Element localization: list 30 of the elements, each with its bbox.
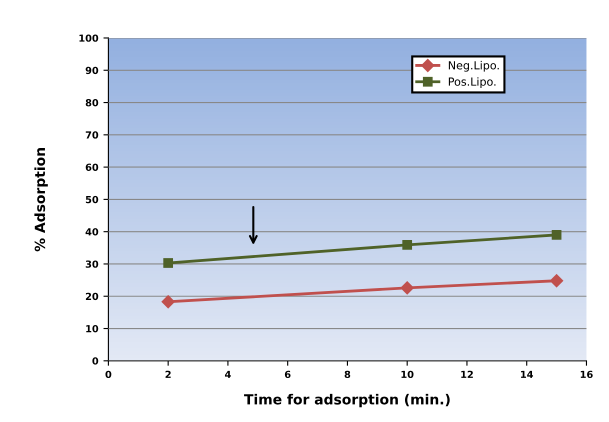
x-tick-label: 2 bbox=[166, 370, 171, 378]
y-axis-title: % Adsorption bbox=[34, 148, 48, 252]
y-tick-label: 80 bbox=[86, 99, 98, 106]
point bbox=[402, 240, 412, 250]
x-tick-label: 16 bbox=[580, 370, 593, 378]
legend-label: Pos.Lipo. bbox=[448, 77, 496, 88]
y-tick-label: 100 bbox=[79, 34, 98, 42]
point bbox=[400, 281, 414, 294]
point bbox=[163, 258, 174, 268]
y-tick-label: 10 bbox=[86, 325, 98, 332]
y-tick-label: 60 bbox=[86, 164, 98, 171]
point bbox=[552, 230, 562, 240]
y-tick-label: 50 bbox=[86, 196, 98, 204]
x-tick-label: 4 bbox=[224, 370, 231, 378]
x-tick-label: 8 bbox=[344, 370, 350, 378]
x-tick-label: 10 bbox=[402, 370, 414, 378]
x-tick-label: 6 bbox=[284, 370, 291, 378]
x-tick-label: 0 bbox=[105, 370, 112, 378]
x-axis-title: Time for adsorption (min.) bbox=[244, 394, 450, 408]
point bbox=[162, 295, 175, 308]
y-tick-label: 0 bbox=[92, 357, 98, 365]
y-tick-label: 20 bbox=[86, 292, 98, 300]
y-tick-label: 90 bbox=[86, 66, 98, 74]
point bbox=[550, 274, 564, 288]
y-tick-label: 30 bbox=[86, 260, 98, 268]
y-tick-label: 70 bbox=[86, 131, 98, 139]
x-tick-label: 12 bbox=[461, 370, 473, 378]
y-tick-label: 40 bbox=[86, 228, 98, 236]
legend-label: Neg.Lipo. bbox=[448, 60, 499, 72]
x-tick-label: 14 bbox=[521, 370, 534, 378]
